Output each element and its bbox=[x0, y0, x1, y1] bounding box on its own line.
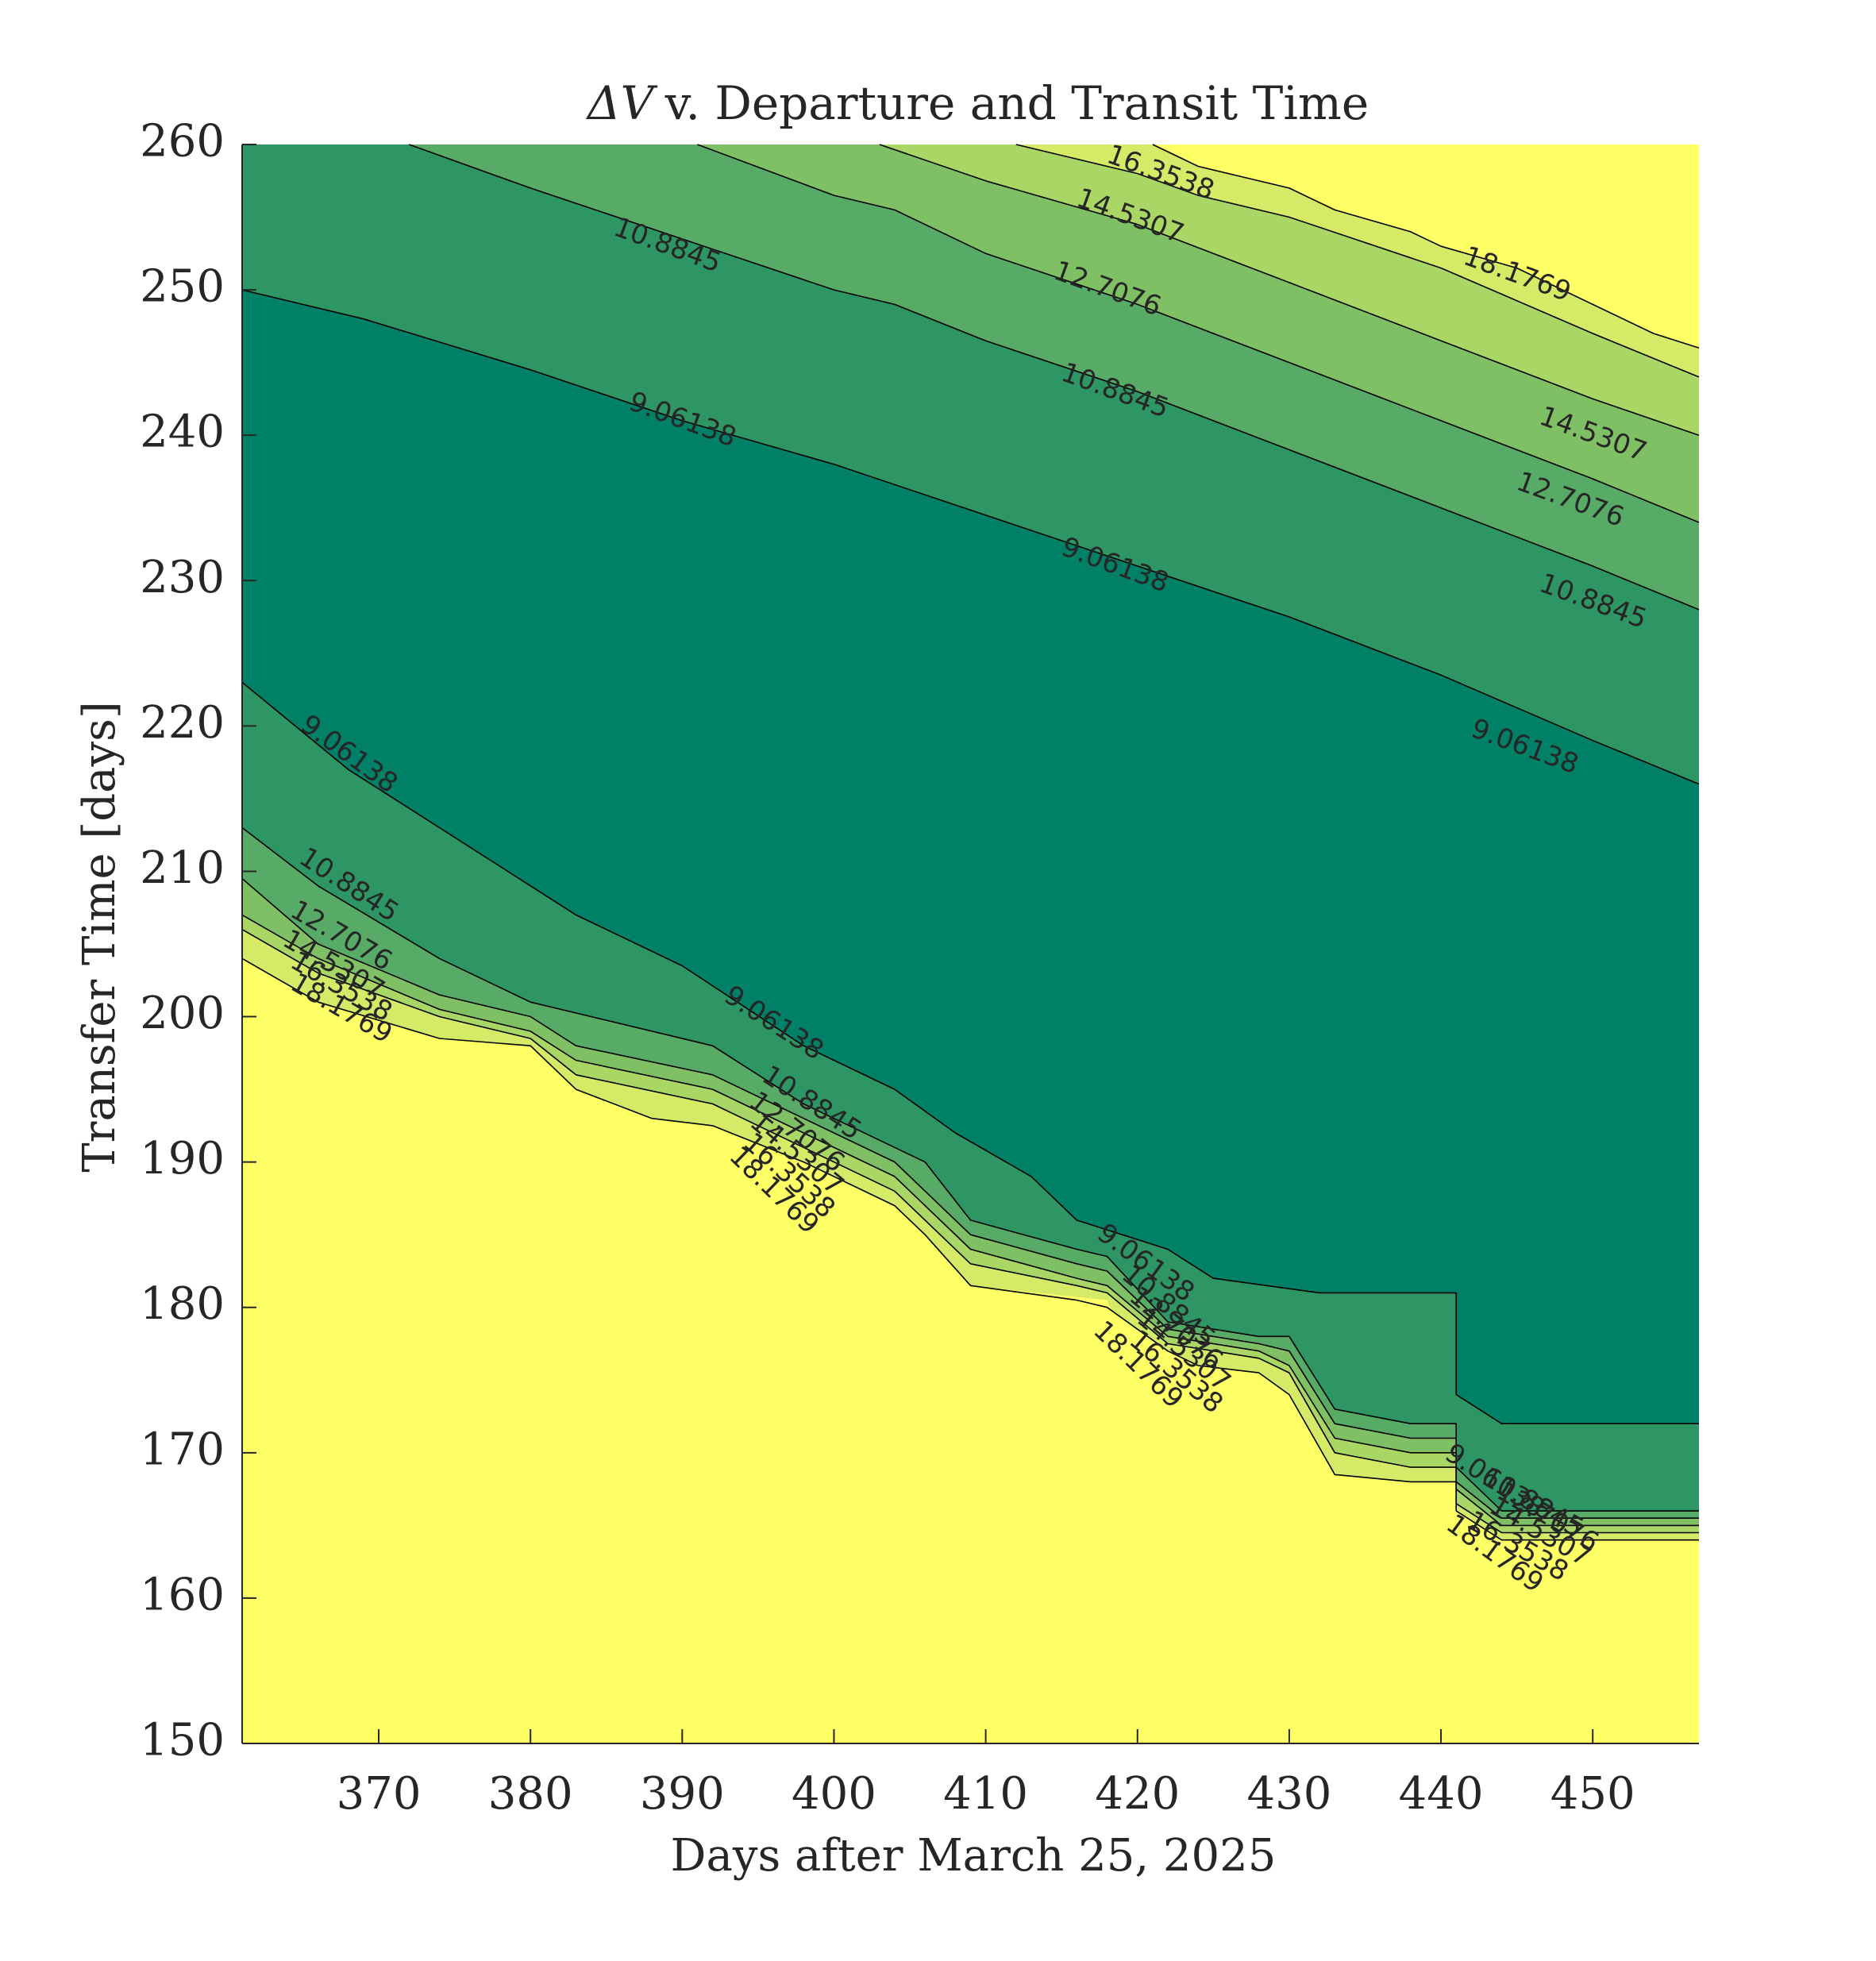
contour-line-10.8845 bbox=[241, 826, 1699, 1512]
y-tick-label: 260 bbox=[140, 116, 225, 168]
title-text: v. Departure and Transit Time bbox=[664, 76, 1369, 130]
contour-line-9.06138 bbox=[241, 289, 1700, 785]
y-tick-label: 200 bbox=[140, 988, 225, 1039]
contour-line-14.5307 bbox=[241, 914, 1699, 1527]
x-axis-label: Days after March 25, 2025 bbox=[671, 1830, 1277, 1882]
contour-line-12.7076 bbox=[697, 144, 1700, 523]
y-tick-label: 170 bbox=[140, 1424, 225, 1475]
y-tick-label: 240 bbox=[140, 406, 225, 458]
contour-line-14.5307 bbox=[879, 144, 1700, 436]
lower-band-max bbox=[242, 965, 1699, 1743]
contour-line-9.06138 bbox=[241, 681, 1699, 1424]
x-tick-label: 430 bbox=[1246, 1768, 1331, 1820]
x-tick-label: 450 bbox=[1550, 1768, 1635, 1820]
x-tick-label: 390 bbox=[640, 1768, 725, 1820]
contour-line-10.8845 bbox=[409, 144, 1700, 611]
y-tick-label: 180 bbox=[140, 1278, 225, 1330]
contour-lines bbox=[241, 144, 1700, 1541]
x-tick-label: 380 bbox=[488, 1768, 573, 1820]
y-tick-label: 220 bbox=[140, 697, 225, 749]
upper-band-above-18.1769 bbox=[1152, 144, 1699, 349]
x-tick-label: 420 bbox=[1095, 1768, 1180, 1820]
contour-line-16.3538 bbox=[241, 929, 1699, 1534]
chart-title: ΔV v. Departure and Transit Time bbox=[586, 76, 1369, 130]
y-axis-label: Transfer Time [days] bbox=[74, 701, 125, 1172]
x-tick-label: 440 bbox=[1399, 1768, 1484, 1820]
y-tick-label: 210 bbox=[140, 842, 225, 894]
axes: 370 380 390 400 410 420 430 440 450 150 160 170 180 1… bbox=[140, 116, 1699, 1820]
y-tick-label: 230 bbox=[140, 552, 225, 603]
plot-area bbox=[242, 144, 1699, 1743]
contour-line-18.1769 bbox=[1152, 144, 1700, 349]
x-tick-label: 370 bbox=[337, 1768, 422, 1820]
x-tick-label: 400 bbox=[792, 1768, 876, 1820]
contour-line-16.3538 bbox=[1015, 144, 1700, 378]
x-tick-label: 410 bbox=[943, 1768, 1028, 1820]
title-delta-v: ΔV bbox=[586, 76, 658, 130]
y-tick-label: 160 bbox=[140, 1569, 225, 1620]
y-tick-label: 250 bbox=[140, 261, 225, 313]
contour-line-12.7076 bbox=[241, 877, 1699, 1519]
y-tick-label: 190 bbox=[140, 1133, 225, 1185]
y-tick-label: 150 bbox=[140, 1715, 225, 1766]
contour-line-18.1769 bbox=[241, 957, 1699, 1541]
